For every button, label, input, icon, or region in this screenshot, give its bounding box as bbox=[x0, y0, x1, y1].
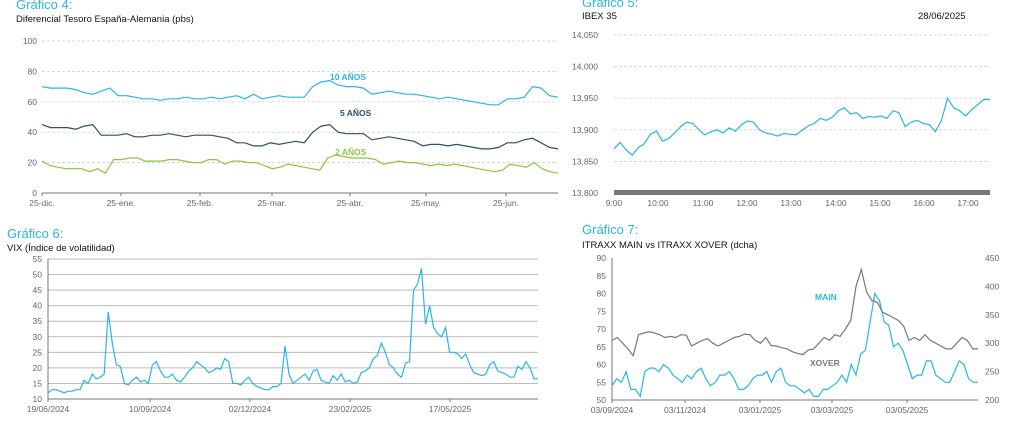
g7-y2tick: 250 bbox=[985, 367, 999, 377]
g7-y2tick: 200 bbox=[985, 395, 999, 405]
g5-xtick: 11:00 bbox=[693, 198, 714, 208]
g7-y2tick: 450 bbox=[985, 253, 999, 263]
g6-xtick: 23/02/2025 bbox=[329, 404, 372, 414]
g7-ytick: 65 bbox=[597, 342, 607, 352]
g4-subtitle: Diferencial Tesoro España-Alemania (pbs) bbox=[16, 14, 194, 25]
g7-series-label: XOVER bbox=[810, 358, 840, 368]
g6-ytick: 20 bbox=[33, 363, 43, 373]
g6-series-vix bbox=[47, 268, 538, 394]
g7-series-label: MAIN bbox=[815, 292, 837, 302]
g6-xtick: 10/09/2024 bbox=[129, 404, 172, 414]
g7-ytick: 50 bbox=[597, 395, 607, 405]
g6-xtick: 02/12/2024 bbox=[229, 404, 272, 414]
g5-ytick: 13,850 bbox=[572, 156, 598, 166]
g4-ytick: 60 bbox=[28, 97, 38, 107]
g5-xtick: 15:00 bbox=[869, 198, 891, 208]
g4-xtick: 25-dic. bbox=[29, 198, 55, 208]
g6-xtick: 19/06/2024 bbox=[27, 404, 70, 414]
g4-xtick: 25-may. bbox=[411, 198, 441, 208]
g7-xtick: 03/03/2025 bbox=[811, 405, 854, 415]
g7-y2tick: 350 bbox=[985, 310, 999, 320]
g5-axis-bar bbox=[614, 190, 990, 195]
g5-title: Gráfico 5: bbox=[582, 0, 639, 10]
g6-ytick: 40 bbox=[33, 301, 43, 311]
g4-xtick: 25-abr. bbox=[337, 198, 363, 208]
g7-title: Gráfico 7: bbox=[582, 222, 639, 237]
g6-ytick: 35 bbox=[33, 316, 43, 326]
g5-subtitle: IBEX 35 bbox=[582, 11, 617, 22]
g5-xtick: 12:00 bbox=[736, 198, 758, 208]
g4-xtick: 25-mar. bbox=[258, 198, 287, 208]
g5-xtick: 16:00 bbox=[913, 198, 935, 208]
g4-ytick: 100 bbox=[23, 36, 37, 46]
g7-ytick: 70 bbox=[597, 324, 607, 334]
g6-ytick: 15 bbox=[33, 378, 43, 388]
g7-ytick: 80 bbox=[597, 289, 607, 299]
g7-ytick: 60 bbox=[597, 360, 607, 370]
g4-xtick: 25-feb. bbox=[187, 198, 213, 208]
g5-xtick: 14:00 bbox=[825, 198, 847, 208]
g6-ytick: 10 bbox=[33, 394, 43, 404]
g7-ytick: 75 bbox=[597, 306, 607, 316]
g5-xtick: 13:00 bbox=[780, 198, 802, 208]
g7-y2tick: 400 bbox=[985, 281, 999, 291]
g6-ytick: 30 bbox=[33, 332, 43, 342]
g4-ytick: 80 bbox=[28, 66, 38, 76]
g5-xtick: 9:00 bbox=[606, 198, 623, 208]
g7-xtick: 03/11/2024 bbox=[664, 405, 706, 415]
g4-series-label: 10 AÑOS bbox=[330, 72, 366, 82]
g6-subtitle: VIX (Índice de volatilidad) bbox=[7, 243, 115, 254]
g4-series-label: 5 AÑOS bbox=[340, 108, 372, 118]
g7-subtitle: ITRAXX MAIN vs ITRAXX XOVER (dcha) bbox=[582, 240, 758, 251]
g4-series-label: 2 AÑOS bbox=[335, 147, 367, 157]
g7-series-main bbox=[611, 291, 978, 398]
g6-ytick: 45 bbox=[33, 285, 43, 295]
g6-title: Gráfico 6: bbox=[7, 226, 64, 241]
g6-ytick: 25 bbox=[33, 347, 43, 357]
g6-xtick: 17/05/2025 bbox=[429, 404, 472, 414]
g4-title: Gráfico 4: bbox=[16, 0, 73, 12]
g4-ytick: 20 bbox=[28, 158, 38, 168]
g7-xtick: 03/05/2025 bbox=[886, 405, 929, 415]
g5-ytick: 13,950 bbox=[572, 93, 598, 103]
g7-ytick: 85 bbox=[597, 271, 607, 281]
g4-xtick: 25-ene. bbox=[107, 198, 136, 208]
g7-ytick: 55 bbox=[597, 377, 607, 387]
g6-ytick: 55 bbox=[33, 254, 43, 264]
g4-ytick: 40 bbox=[28, 127, 38, 137]
g7-series-xover bbox=[611, 267, 978, 358]
g5-xtick: 10:00 bbox=[647, 198, 669, 208]
g7-xtick: 03/09/2024 bbox=[591, 405, 634, 415]
g5-ytick: 13,900 bbox=[572, 125, 598, 135]
g4-series-2-años bbox=[41, 154, 559, 175]
g5-series-ibex-35 bbox=[613, 96, 990, 156]
g4-series-10-años bbox=[41, 79, 559, 106]
g6-ytick: 50 bbox=[33, 270, 43, 280]
g5-date: 28/06/2025 bbox=[918, 11, 966, 22]
g5-xtick: 17:00 bbox=[957, 198, 979, 208]
g4-ytick: 0 bbox=[32, 188, 37, 198]
g5-ytick: 13,800 bbox=[572, 188, 598, 198]
g7-ytick: 90 bbox=[597, 253, 607, 263]
g5-ytick: 14,000 bbox=[572, 62, 598, 72]
g4-xtick: 25-jun. bbox=[493, 198, 519, 208]
g7-xtick: 03/01/2025 bbox=[739, 405, 782, 415]
g4-series-5-años bbox=[41, 123, 559, 150]
g5-ytick: 14,050 bbox=[572, 30, 598, 40]
g7-y2tick: 300 bbox=[985, 338, 999, 348]
